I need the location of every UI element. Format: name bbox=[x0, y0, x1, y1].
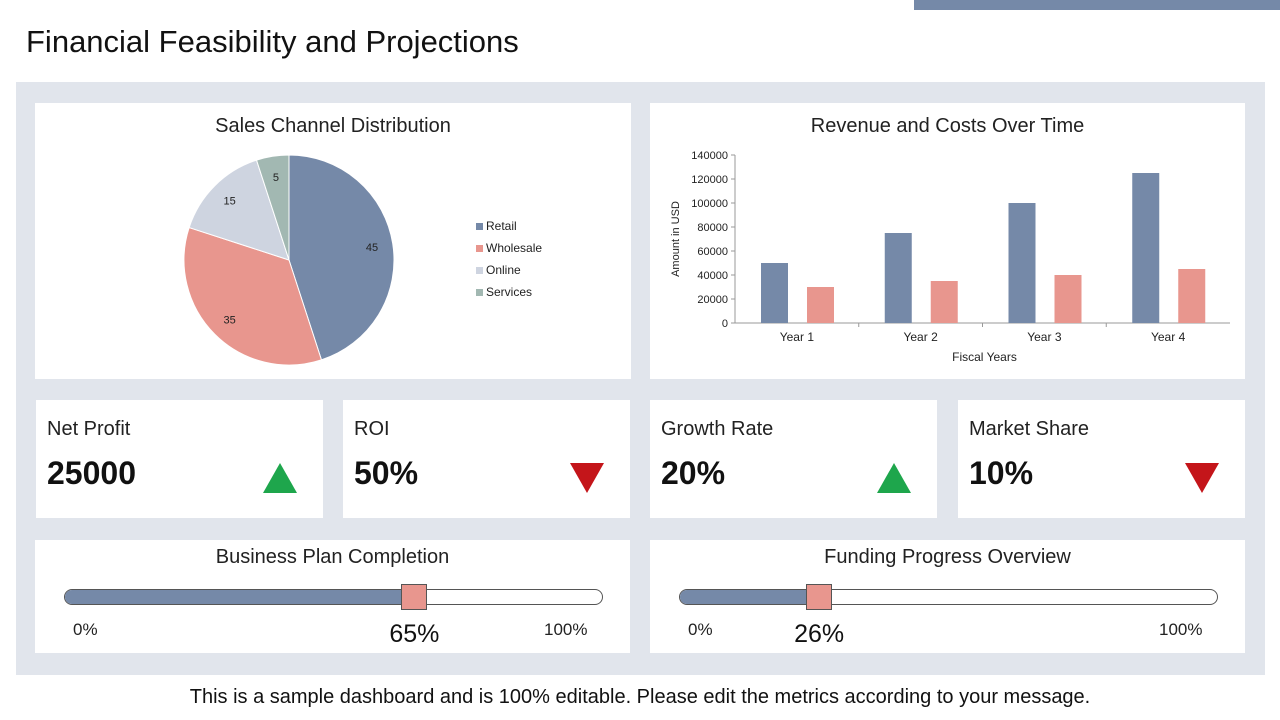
progress-max-label: 100% bbox=[1159, 620, 1203, 639]
bar-series-2-year-4 bbox=[1178, 269, 1206, 323]
legend-swatch bbox=[476, 245, 483, 252]
y-tick-label: 60000 bbox=[697, 246, 728, 258]
triangle-up-icon bbox=[263, 463, 297, 493]
legend-swatch bbox=[476, 267, 483, 274]
kpi-card-growth-rate: Growth Rate 20% bbox=[650, 400, 937, 518]
slider-thumb[interactable] bbox=[806, 584, 833, 610]
y-tick-label: 80000 bbox=[697, 222, 728, 234]
bar-series-1-year-2 bbox=[884, 233, 912, 323]
triangle-down-icon bbox=[1185, 463, 1219, 493]
pie-data-label: 15 bbox=[223, 196, 235, 208]
bar-series-1-year-3 bbox=[1008, 203, 1036, 323]
pie-chart-title: Sales Channel Distribution bbox=[215, 115, 451, 137]
progress-title: Funding Progress Overview bbox=[824, 546, 1071, 568]
legend-entry-online: Online bbox=[486, 263, 521, 277]
slider-thumb[interactable] bbox=[401, 584, 428, 610]
pie-data-label: 45 bbox=[366, 242, 378, 254]
kpi-label: Net Profit bbox=[47, 418, 131, 440]
pie-data-label: 35 bbox=[223, 314, 235, 326]
x-axis-label: Fiscal Years bbox=[952, 350, 1017, 364]
y-tick-label: 120000 bbox=[691, 174, 728, 186]
bar-series-2-year-3 bbox=[1054, 275, 1082, 323]
footer-note: This is a sample dashboard and is 100% e… bbox=[189, 686, 1091, 708]
pie-slice-services bbox=[255, 154, 290, 261]
bar-chart: 0 20000 40000 60000 80000 100000 120000 140000 Y… bbox=[670, 150, 1230, 364]
triangle-up-icon bbox=[877, 463, 911, 493]
top-accent-bar bbox=[914, 0, 1280, 10]
bar-series-2-year-2 bbox=[930, 281, 958, 323]
progress-title: Business Plan Completion bbox=[215, 546, 450, 568]
x-tick-label: Year 4 bbox=[1151, 330, 1186, 344]
kpi-card-roi: ROI 50% bbox=[343, 400, 630, 518]
bar-series-1-year-4 bbox=[1132, 173, 1160, 323]
y-tick-label: 100000 bbox=[691, 198, 728, 210]
x-tick-label: Year 1 bbox=[780, 330, 815, 344]
progress-percent-label: 26% bbox=[794, 620, 845, 648]
kpi-value: 25000 bbox=[47, 455, 136, 491]
triangle-down-icon bbox=[570, 463, 604, 493]
kpi-value: 20% bbox=[661, 455, 726, 491]
y-tick-label: 0 bbox=[722, 318, 728, 330]
y-axis-label: Amount in USD bbox=[670, 201, 682, 277]
funding-progress-card: Funding Progress Overview 0% 26% 100% bbox=[650, 540, 1245, 653]
kpi-value: 10% bbox=[969, 455, 1034, 491]
sales-channel-card: Sales Channel Distribution 45 35 15 5 Retail… bbox=[35, 103, 631, 379]
kpi-label: Market Share bbox=[969, 418, 1090, 440]
legend-swatch bbox=[476, 223, 483, 230]
page-title: Financial Feasibility and Projections bbox=[26, 24, 519, 59]
y-tick-label: 40000 bbox=[697, 270, 728, 282]
kpi-card-net-profit: Net Profit 25000 bbox=[36, 400, 323, 518]
pie-slice-wholesale bbox=[183, 226, 323, 366]
x-tick-label: Year 3 bbox=[1027, 330, 1062, 344]
progress-track bbox=[64, 589, 603, 605]
pie-slice-retail bbox=[288, 154, 395, 361]
revenue-costs-card: Revenue and Costs Over Time 0 20000 40000 6… bbox=[650, 103, 1245, 379]
bar-series-1-year-1 bbox=[761, 263, 788, 323]
kpi-value: 50% bbox=[354, 455, 419, 491]
kpi-label: Growth Rate bbox=[661, 418, 774, 440]
bar-series-2-year-1 bbox=[807, 287, 834, 323]
legend-swatch bbox=[476, 289, 483, 296]
kpi-card-market-share: Market Share 10% bbox=[958, 400, 1245, 518]
progress-min-label: 0% bbox=[73, 620, 98, 639]
progress-percent-label: 65% bbox=[389, 620, 440, 648]
y-tick-label: 20000 bbox=[697, 294, 728, 306]
bar-chart-title: Revenue and Costs Over Time bbox=[810, 115, 1085, 137]
progress-max-label: 100% bbox=[544, 620, 588, 639]
legend-entry-services: Services bbox=[486, 285, 532, 299]
progress-min-label: 0% bbox=[688, 620, 713, 639]
pie-chart: 45 35 15 5 Retail Wholesale Online Services bbox=[183, 154, 542, 366]
pie-data-label: 5 bbox=[273, 172, 279, 184]
kpi-label: ROI bbox=[354, 418, 390, 440]
progress-track bbox=[679, 589, 1218, 605]
legend-entry-retail: Retail bbox=[486, 219, 517, 233]
progress-fill bbox=[65, 590, 415, 604]
legend-entry-wholesale: Wholesale bbox=[486, 241, 542, 255]
pie-slice-online bbox=[188, 159, 290, 261]
x-tick-label: Year 2 bbox=[903, 330, 938, 344]
y-tick-label: 140000 bbox=[691, 150, 728, 162]
progress-fill bbox=[680, 590, 820, 604]
business-plan-progress-card: Business Plan Completion 0% 65% 100% bbox=[35, 540, 630, 653]
